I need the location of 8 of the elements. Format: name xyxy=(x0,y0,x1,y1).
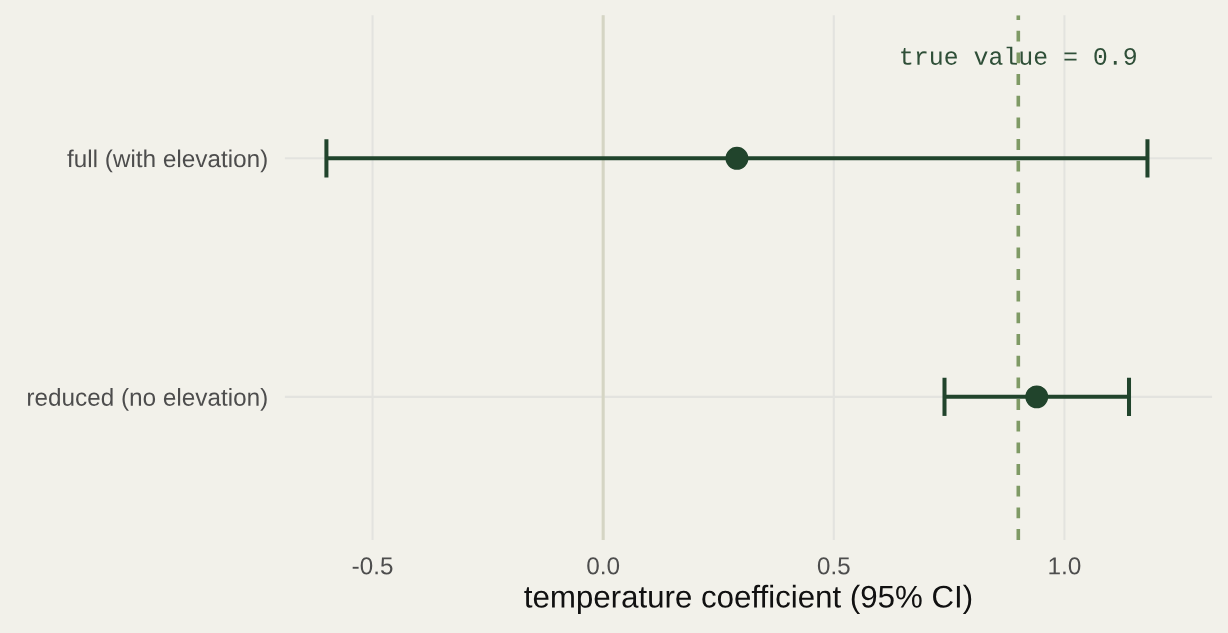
y-tick-label: full (with elevation) xyxy=(67,149,267,173)
x-tick-label: 0.5 xyxy=(817,557,850,575)
x-axis-title: temperature coefficient (95% CI) xyxy=(524,584,972,614)
ref-line-label: true value = 0.9 xyxy=(901,46,1136,65)
y-tick-label: reduced (no elevation) xyxy=(28,388,267,411)
x-tick-label: 1.0 xyxy=(1049,557,1081,575)
x-tick-label: 0.0 xyxy=(587,557,620,575)
x-tick-label: -0.5 xyxy=(352,557,393,575)
